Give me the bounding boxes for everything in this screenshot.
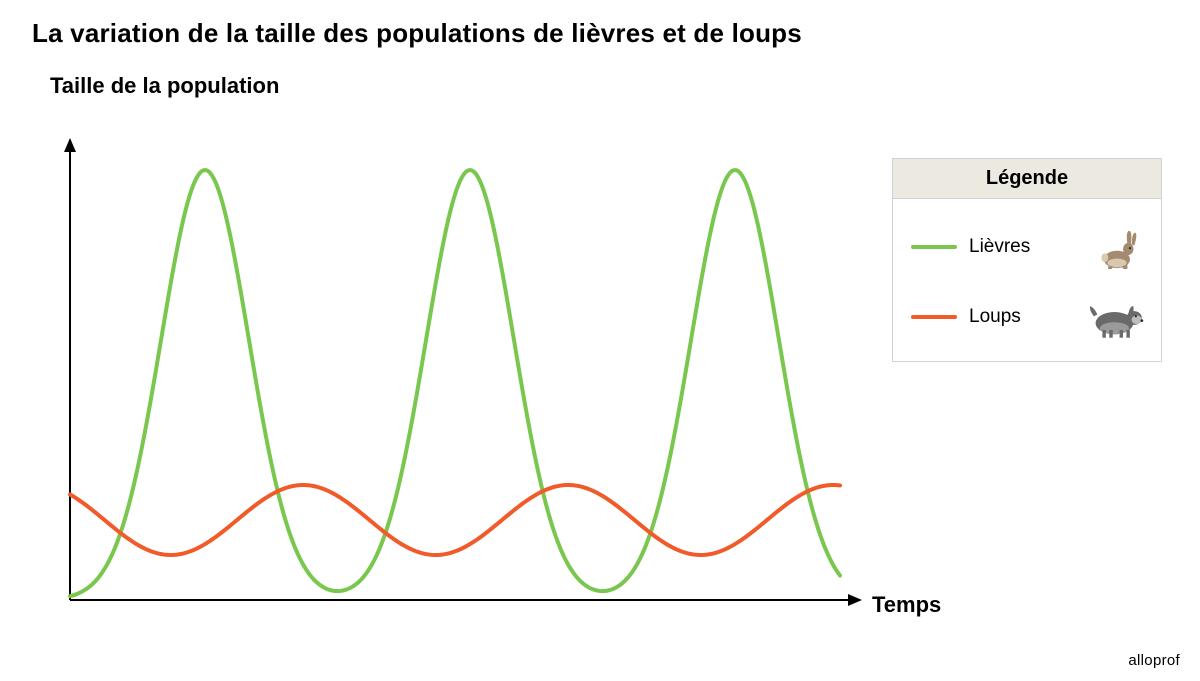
population-chart bbox=[40, 130, 870, 610]
legend-item-wolf: Loups bbox=[911, 293, 1147, 341]
legend-swatch bbox=[911, 315, 957, 319]
chart-title: La variation de la taille des population… bbox=[32, 18, 802, 49]
legend-title: Légende bbox=[893, 159, 1161, 199]
legend-item-hare: Lièvres bbox=[911, 223, 1147, 271]
y-axis-label: Taille de la population bbox=[50, 72, 279, 100]
series-lievres bbox=[70, 170, 840, 596]
series-loups bbox=[70, 485, 840, 555]
x-axis-label: Temps bbox=[872, 592, 941, 618]
legend-swatch bbox=[911, 245, 957, 249]
hare-icon bbox=[1087, 223, 1147, 271]
watermark: alloprof bbox=[1128, 652, 1180, 669]
legend-label: Lièvres bbox=[969, 236, 1075, 258]
legend-label: Loups bbox=[969, 306, 1075, 328]
wolf-icon bbox=[1087, 293, 1147, 341]
legend-box: Légende Lièvres Loups bbox=[892, 158, 1162, 362]
